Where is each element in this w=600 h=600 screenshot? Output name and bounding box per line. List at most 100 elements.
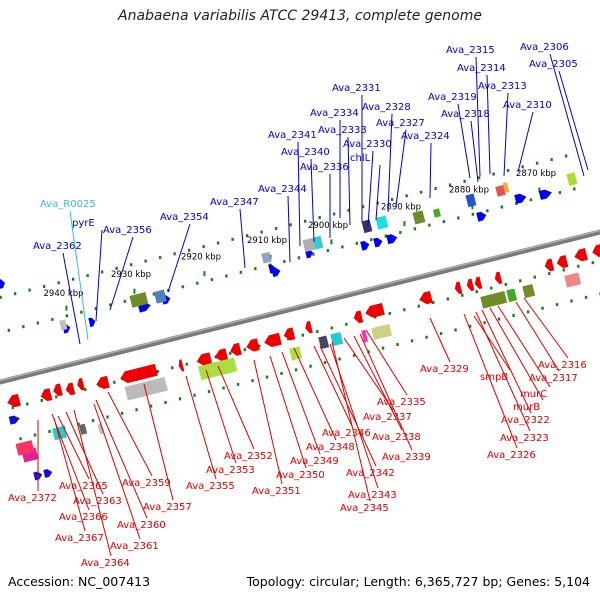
scale-tick <box>133 288 136 294</box>
label-leader-line <box>359 333 413 451</box>
tick-mark <box>309 364 312 368</box>
tick-mark <box>173 252 176 256</box>
label-leader-line <box>319 345 377 467</box>
label-leader-line <box>93 403 141 540</box>
feature-block <box>318 335 330 350</box>
tick-mark <box>439 332 443 336</box>
top-gene-label: Ava_2313 <box>478 81 527 92</box>
tick-mark <box>144 259 147 263</box>
label-leader-line <box>143 383 174 501</box>
reverse-gene <box>95 375 111 390</box>
top-gene-label: Ava_2319 <box>428 92 477 103</box>
genome-backbone <box>0 229 600 385</box>
tick-mark <box>454 328 457 332</box>
bottom-gene-label: Ava_2352 <box>224 451 273 462</box>
tick-mark <box>231 237 234 241</box>
tick-mark <box>384 234 388 238</box>
label-leader-line <box>429 317 451 363</box>
top-gene-label: chlL <box>350 153 371 164</box>
label-leader-line <box>51 413 90 511</box>
bottom-gene-label: Ava_2338 <box>372 432 421 443</box>
feature-block <box>465 193 477 208</box>
tick-mark <box>533 275 536 279</box>
tick-mark <box>84 388 87 392</box>
tick-mark <box>326 249 330 253</box>
tick-mark <box>120 411 124 415</box>
tick-mark <box>283 259 286 263</box>
tick-mark <box>152 292 156 296</box>
bottom-gene-label: Ava_2353 <box>206 465 255 476</box>
forward-gene <box>0 278 6 289</box>
tick-mark <box>352 353 356 357</box>
label-leader-line <box>463 313 518 449</box>
tick-mark <box>109 303 112 307</box>
feature-block <box>302 237 316 253</box>
feature-block <box>78 423 88 435</box>
tick-mark <box>301 333 304 337</box>
bottom-gene-label: Ava_2316 <box>538 360 587 371</box>
bottom-gene-label: Ava_2317 <box>529 373 578 384</box>
tick-mark <box>86 274 89 278</box>
forward-gene <box>475 211 487 222</box>
scale-tick <box>330 239 333 245</box>
tick-mark <box>413 227 417 231</box>
forward-gene <box>267 263 276 274</box>
label-leader-line <box>313 345 353 427</box>
bottom-gene-label: Ava_2350 <box>276 470 325 481</box>
tick-mark <box>0 295 2 299</box>
page-title: Anabaena variabilis ATCC 29413, complete… <box>118 8 482 24</box>
label-leader-line <box>523 297 569 359</box>
scale-tick-label: 2930 kbp <box>111 270 151 280</box>
top-gene-label: pyrE <box>72 218 95 229</box>
reverse-gene <box>263 332 283 348</box>
tick-mark <box>515 201 518 205</box>
bottom-gene-label: Ava_2367 <box>55 533 104 544</box>
tick-mark <box>446 297 449 301</box>
tick-mark <box>558 191 562 195</box>
tick-mark <box>187 248 191 252</box>
tick-mark <box>222 386 225 390</box>
label-leader-line <box>62 252 81 345</box>
label-leader-line <box>549 53 585 177</box>
top-gene-label: Ava_2305 <box>529 59 578 70</box>
bottom-gene-label: Ava_2345 <box>340 503 389 514</box>
feature-block <box>412 210 426 225</box>
bottom-gene-label: Ava_2359 <box>122 478 171 489</box>
scale-tick-label: 2870 kbp <box>516 169 556 179</box>
feature-block <box>506 288 518 303</box>
tick-mark <box>80 310 83 314</box>
tick-mark <box>158 255 162 259</box>
tick-mark <box>555 303 559 307</box>
label-leader-line <box>269 355 307 469</box>
tick-mark <box>312 252 315 256</box>
top-gene-label: Ava_2354 <box>160 212 209 223</box>
label-leader-line <box>457 103 471 179</box>
tick-mark <box>405 194 408 198</box>
reverse-gene <box>494 271 503 285</box>
reverse-gene <box>544 258 555 272</box>
tick-mark <box>419 190 423 194</box>
tick-mark <box>388 311 391 315</box>
tick-mark <box>100 270 104 274</box>
tick-mark <box>22 325 25 329</box>
tick-mark <box>410 339 414 343</box>
reverse-gene <box>40 387 53 402</box>
tick-mark <box>123 299 127 303</box>
bottom-gene-label: murB <box>513 402 540 413</box>
top-gene-label: Ava_2330 <box>343 139 392 150</box>
top-gene-label: Ava_2333 <box>318 125 367 136</box>
feature-block <box>312 235 324 250</box>
tick-mark <box>316 330 319 334</box>
top-gene-label: Ava_2328 <box>362 102 411 113</box>
feature-block <box>97 423 105 435</box>
bottom-gene-label: Ava_2351 <box>252 486 301 497</box>
tick-mark <box>521 165 524 169</box>
tick-mark <box>504 282 507 286</box>
tick-mark <box>338 357 341 361</box>
feature-block <box>502 182 510 193</box>
scale-tick <box>471 204 474 210</box>
tick-mark <box>297 256 301 260</box>
tick-mark <box>71 277 75 281</box>
tick-mark <box>512 313 515 317</box>
tick-mark <box>564 154 568 158</box>
